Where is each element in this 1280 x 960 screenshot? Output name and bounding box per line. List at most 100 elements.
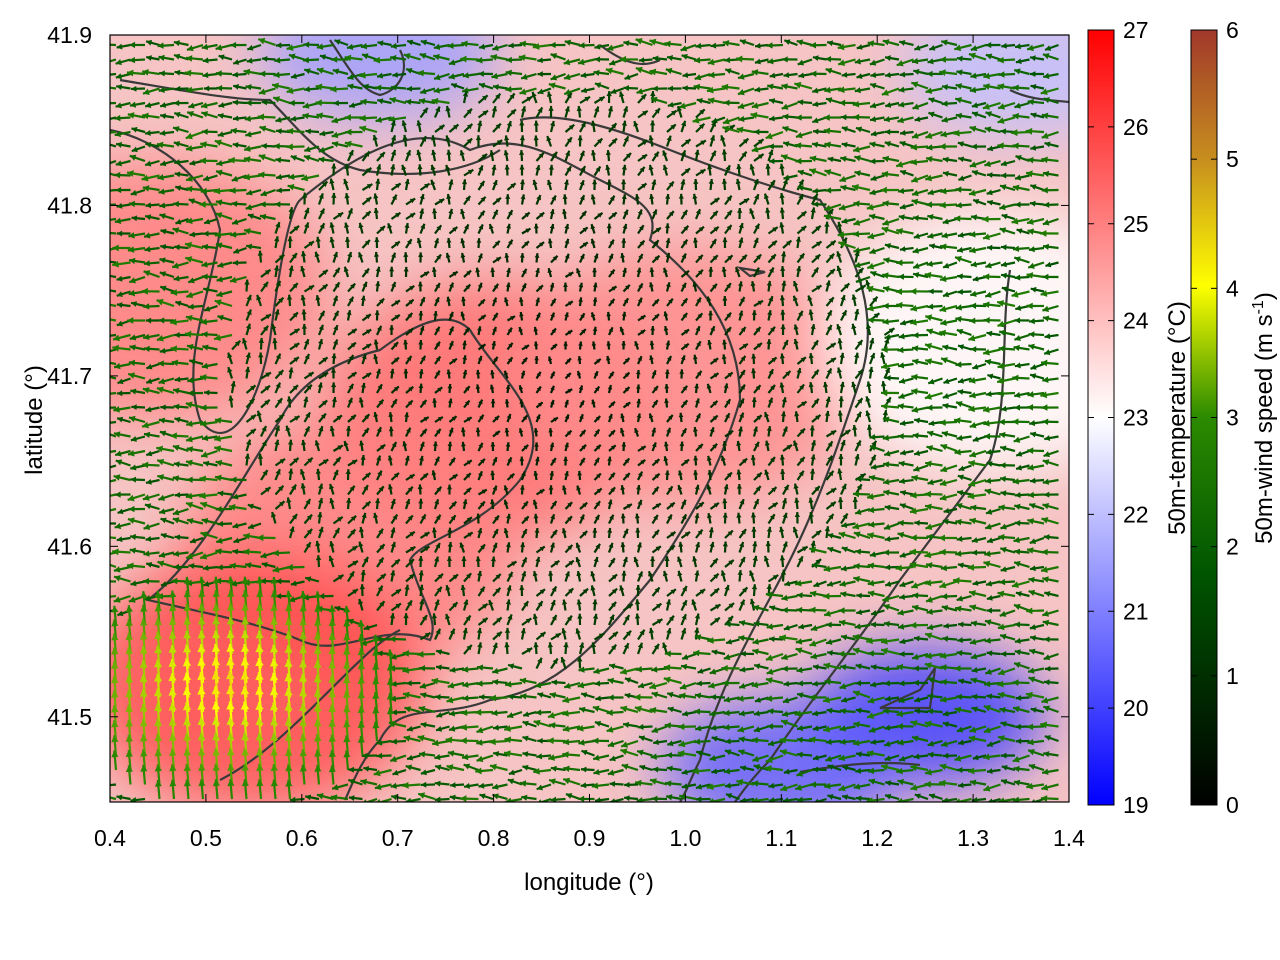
wind-arrow (997, 142, 1016, 150)
wind-arrow (286, 43, 305, 51)
wind-arrow (997, 56, 1016, 64)
wind-arrow (475, 135, 482, 147)
wind-arrow (114, 130, 131, 138)
wind-arrow (825, 67, 842, 76)
wind-arrow (303, 41, 320, 48)
wind-arrow (537, 57, 552, 64)
wind-arrow (216, 85, 233, 92)
wind-arrow (246, 43, 262, 51)
wind-arrow (390, 84, 407, 91)
wind-arrow (837, 43, 856, 51)
colorbar-tick-label: 22 (1123, 501, 1149, 527)
wind-arrow (228, 156, 247, 164)
y-tick-label: 41.5 (47, 704, 92, 730)
wind-arrow (258, 154, 276, 163)
wind-arrow (869, 82, 885, 90)
wind-arrow (274, 57, 291, 64)
wind-arrow (884, 128, 900, 135)
wind-arrow (736, 126, 755, 134)
wind-arrow (608, 122, 618, 133)
wind-arrow (724, 68, 740, 76)
wind-arrow (142, 87, 160, 96)
wind-arrow (185, 174, 204, 182)
wind-arrow (968, 52, 987, 61)
wind-arrow (215, 169, 233, 177)
wind-arrow (823, 127, 842, 135)
wind-arrow (590, 150, 597, 162)
wind-arrow (827, 156, 842, 163)
wind-arrow (738, 137, 750, 148)
wind-arrow (1012, 112, 1030, 120)
wind-arrow (794, 81, 813, 90)
wind-arrow (594, 82, 610, 90)
wind-arrow (706, 86, 726, 94)
wind-arrow (998, 71, 1016, 78)
wind-arrow (695, 122, 706, 133)
wind-arrow (605, 149, 611, 162)
wind-arrow (259, 125, 276, 134)
wind-arrow (911, 57, 929, 65)
wind-arrow (316, 67, 334, 76)
wind-arrow (1027, 156, 1045, 164)
x-tick-label: 1.1 (765, 825, 797, 851)
wind-arrow (332, 68, 349, 76)
wind-arrow (406, 39, 421, 47)
wind-arrow (651, 151, 660, 162)
wind-arrow (624, 72, 639, 80)
wind-arrow (506, 92, 516, 104)
wind-arrow (275, 174, 291, 180)
wind-arrow (362, 83, 378, 90)
wind-arrow (492, 84, 508, 91)
wind-arrow (855, 126, 871, 134)
wind-arrow (302, 112, 320, 120)
wind-arrow (651, 107, 661, 119)
colorbar-tick-label: 25 (1123, 211, 1149, 237)
wind-arrow (608, 137, 618, 148)
wind-arrow (695, 42, 711, 50)
wind-arrow (519, 120, 525, 133)
wind-arrow (969, 86, 987, 94)
wind-arrow (737, 87, 755, 96)
wind-arrow (650, 90, 656, 104)
wind-arrow (869, 158, 885, 165)
wind-arrow (666, 109, 678, 119)
wind-arrow (232, 84, 247, 90)
wind-arrow (693, 57, 711, 64)
wind-arrow (884, 55, 900, 62)
wind-arrow (110, 58, 117, 63)
contour-line (599, 44, 661, 65)
wind-arrow (696, 98, 711, 105)
wind-arrow (766, 42, 784, 49)
wind-arrow (174, 85, 189, 92)
wind-arrow (883, 116, 900, 123)
contour-line (219, 629, 401, 781)
wind-arrow (390, 54, 407, 62)
wind-arrow (635, 38, 653, 47)
wind-arrow (720, 134, 727, 147)
wind-arrow (925, 155, 943, 163)
wind-arrow (971, 143, 987, 150)
wind-arrow (129, 41, 146, 49)
wind-arrow (173, 40, 189, 47)
wind-arrow (390, 42, 407, 50)
wind-arrow (373, 56, 392, 64)
wind-arrow (910, 81, 929, 90)
wind-arrow (459, 149, 466, 162)
wind-arrow (232, 99, 247, 106)
x-tick-label: 0.4 (94, 825, 126, 851)
wind-arrow (667, 101, 682, 108)
wind-arrow (535, 106, 544, 119)
wind-arrow (258, 87, 276, 95)
wind-arrow (201, 111, 218, 119)
wind-arrow (126, 69, 146, 77)
y-tick-label: 41.9 (47, 22, 92, 48)
wind-arrow (492, 139, 503, 148)
wind-arrow (709, 120, 717, 133)
wind-arrow (203, 85, 218, 92)
wind-arrow (549, 120, 556, 133)
wind-arrow (1029, 71, 1045, 77)
wind-arrow (564, 92, 573, 104)
wind-arrow (402, 134, 408, 147)
wind-arrow (273, 71, 291, 79)
wind-arrow (110, 43, 117, 47)
